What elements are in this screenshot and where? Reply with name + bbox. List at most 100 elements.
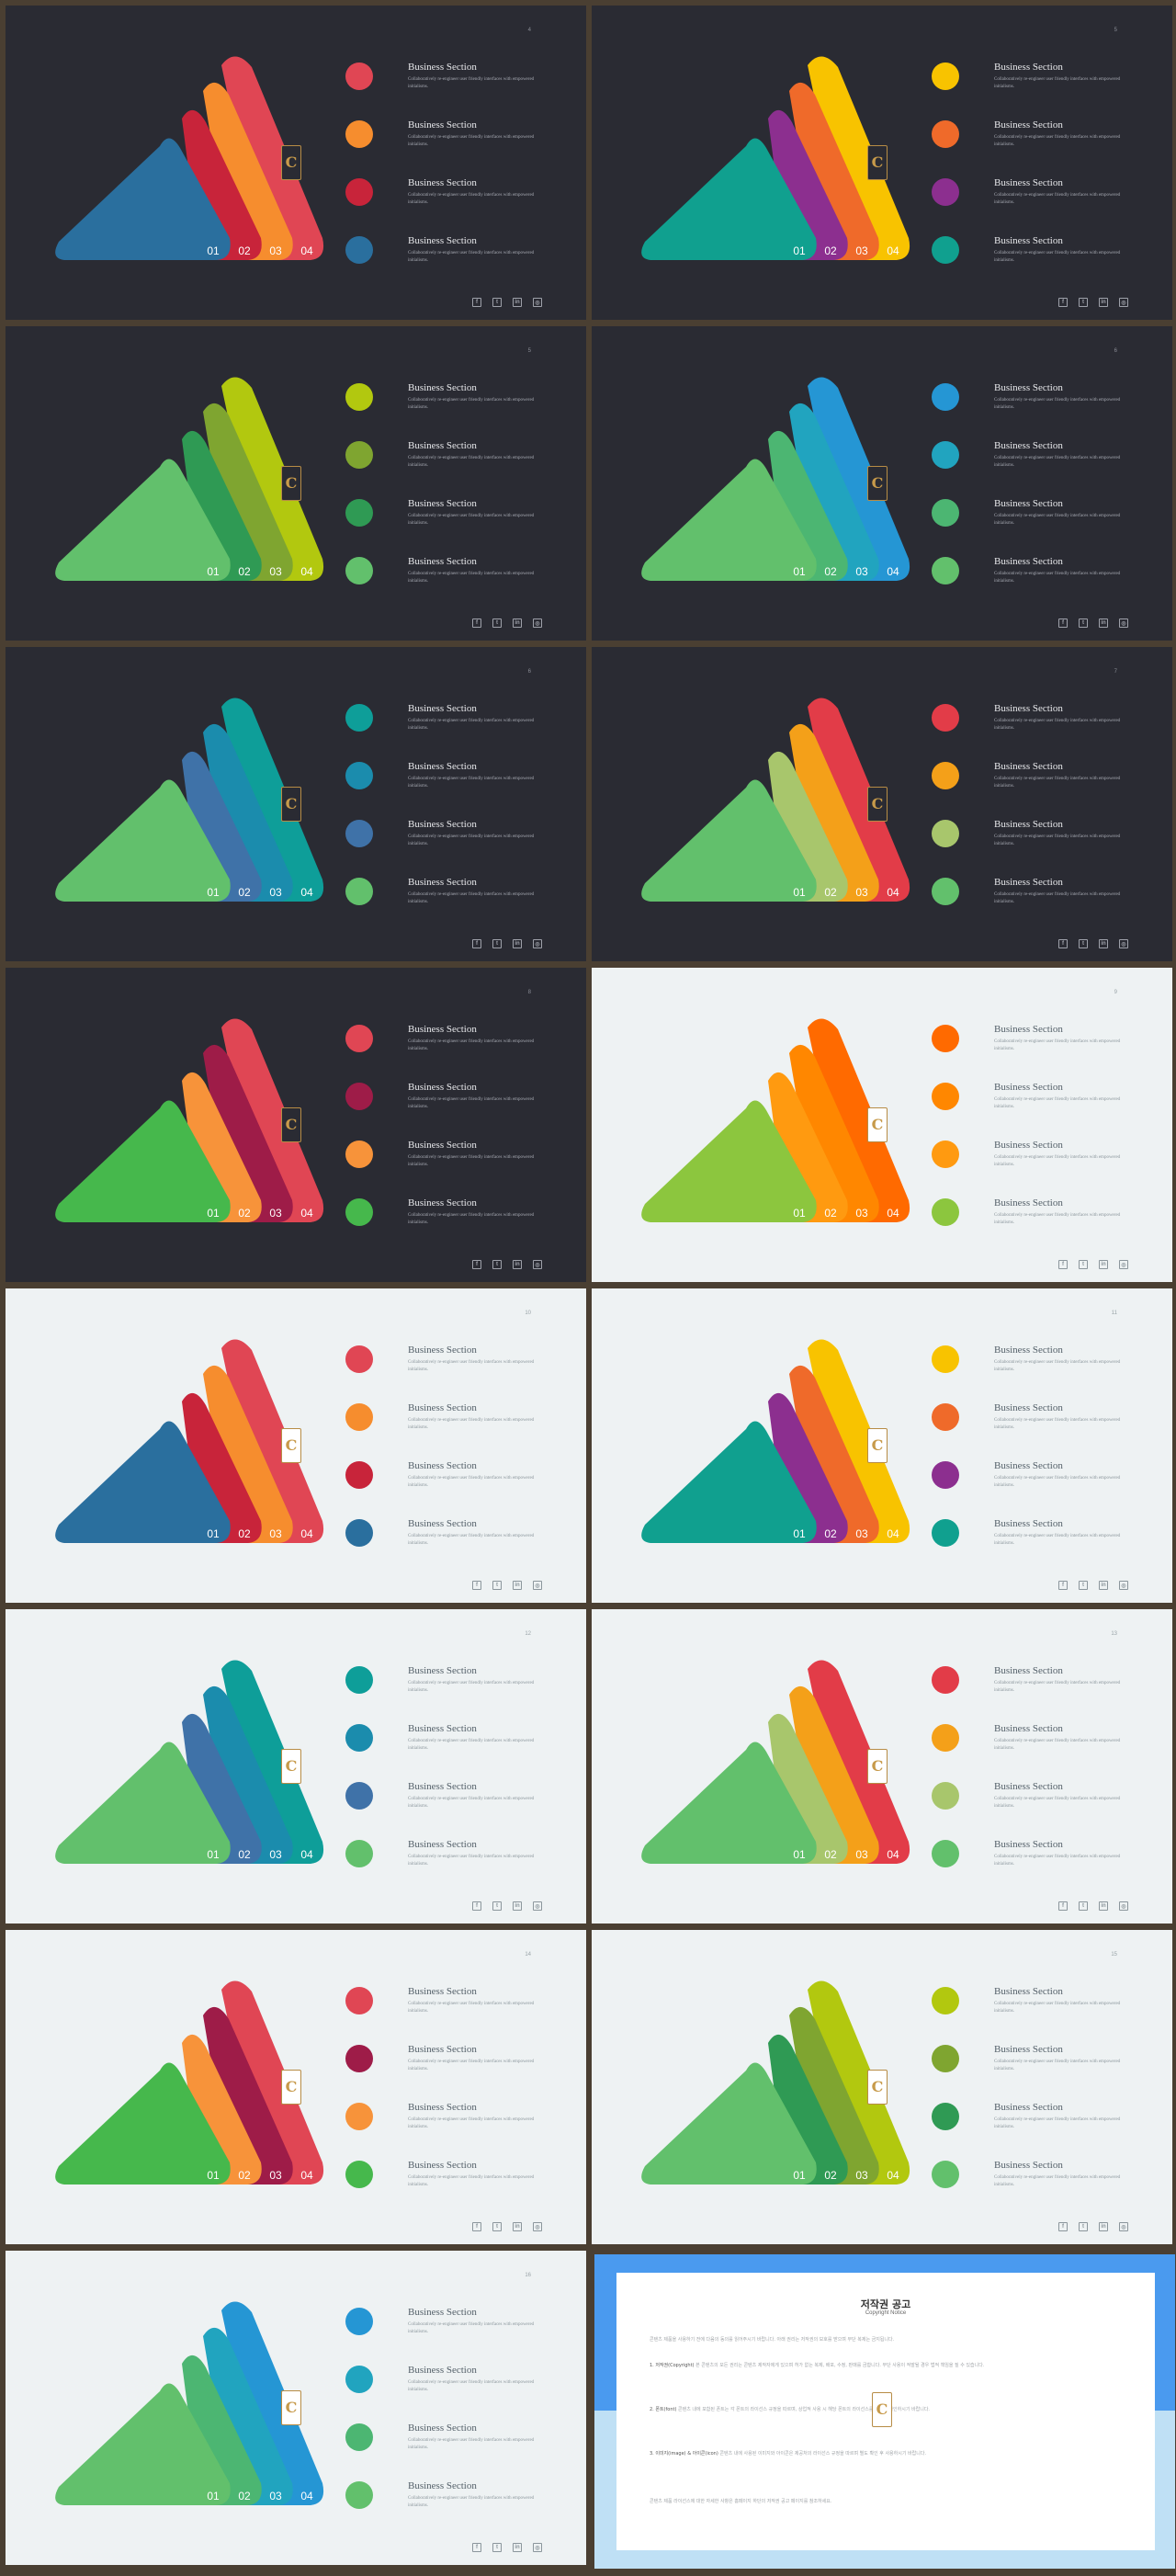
- triangle-label: 04: [887, 1848, 899, 1861]
- twitter-icon[interactable]: t: [492, 1901, 502, 1911]
- facebook-icon[interactable]: f: [1058, 618, 1068, 628]
- item-title: Business Section: [408, 1402, 477, 1413]
- logo-badge: C: [281, 787, 301, 822]
- business-section-item: Business Section Collaboratively re-engin…: [345, 177, 566, 224]
- color-circle-icon: [932, 1198, 959, 1226]
- facebook-icon[interactable]: f: [472, 1901, 481, 1911]
- business-section-item: Business Section Collaboratively re-engin…: [932, 1781, 1152, 1828]
- twitter-icon[interactable]: t: [1079, 1260, 1088, 1269]
- facebook-icon[interactable]: f: [472, 1581, 481, 1590]
- business-section-item: Business Section Collaboratively re-engin…: [932, 556, 1152, 603]
- facebook-icon[interactable]: f: [472, 618, 481, 628]
- item-title: Business Section: [408, 2160, 477, 2171]
- instagram-icon[interactable]: ◎: [533, 2222, 542, 2231]
- item-title: Business Section: [408, 1024, 477, 1035]
- triangle-label: 02: [238, 2169, 251, 2182]
- slide: 5 04 03 02 01 C Business Section Collaborativel…: [592, 6, 1172, 320]
- linkedin-icon[interactable]: in: [513, 2222, 522, 2231]
- twitter-icon[interactable]: t: [1079, 618, 1088, 628]
- item-description: Collaboratively re-engineer user friendl…: [994, 892, 1121, 904]
- facebook-icon[interactable]: f: [1058, 939, 1068, 948]
- instagram-icon[interactable]: ◎: [533, 1260, 542, 1269]
- layered-triangle-diagram: 04 03 02 01: [641, 698, 910, 902]
- instagram-icon[interactable]: ◎: [1119, 1901, 1128, 1911]
- business-section-item: Business Section Collaboratively re-engin…: [932, 1140, 1152, 1186]
- linkedin-icon[interactable]: in: [513, 939, 522, 948]
- business-section-item: Business Section Collaboratively re-engin…: [345, 1665, 566, 1712]
- instagram-icon[interactable]: ◎: [1119, 2222, 1128, 2231]
- linkedin-icon[interactable]: in: [1099, 298, 1108, 307]
- business-section-item: Business Section Collaboratively re-engin…: [932, 1082, 1152, 1129]
- facebook-icon[interactable]: f: [1058, 298, 1068, 307]
- instagram-icon[interactable]: ◎: [533, 1581, 542, 1590]
- twitter-icon[interactable]: t: [492, 2222, 502, 2231]
- color-circle-icon: [932, 820, 959, 847]
- linkedin-icon[interactable]: in: [1099, 1901, 1108, 1911]
- facebook-icon[interactable]: f: [1058, 2222, 1068, 2231]
- instagram-icon[interactable]: ◎: [533, 2543, 542, 2552]
- triangle-label: 02: [824, 886, 837, 899]
- slide: 4 04 03 02 01 C Business Section Collaborativel…: [6, 6, 586, 320]
- instagram-icon[interactable]: ◎: [1119, 298, 1128, 307]
- item-description: Collaboratively re-engineer user friendl…: [408, 2496, 535, 2508]
- facebook-icon[interactable]: f: [472, 1260, 481, 1269]
- instagram-icon[interactable]: ◎: [1119, 939, 1128, 948]
- business-section-item: Business Section Collaboratively re-engin…: [932, 1665, 1152, 1712]
- linkedin-icon[interactable]: in: [1099, 618, 1108, 628]
- instagram-icon[interactable]: ◎: [1119, 1260, 1128, 1269]
- business-section-item: Business Section Collaboratively re-engin…: [345, 761, 566, 808]
- twitter-icon[interactable]: t: [492, 1581, 502, 1590]
- triangle-label: 04: [887, 565, 899, 578]
- facebook-icon[interactable]: f: [1058, 1581, 1068, 1590]
- business-section-item: Business Section Collaboratively re-engin…: [345, 382, 566, 429]
- color-circle-icon: [345, 1987, 373, 2014]
- logo-badge: C: [281, 1107, 301, 1142]
- instagram-icon[interactable]: ◎: [533, 618, 542, 628]
- twitter-icon[interactable]: t: [1079, 939, 1088, 948]
- item-title: Business Section: [408, 1839, 477, 1850]
- item-description: Collaboratively re-engineer user friendl…: [994, 1855, 1121, 1867]
- triangle-layer-1: [55, 1100, 231, 1222]
- linkedin-icon[interactable]: in: [1099, 1581, 1108, 1590]
- facebook-icon[interactable]: f: [1058, 1260, 1068, 1269]
- twitter-icon[interactable]: t: [492, 618, 502, 628]
- item-description: Collaboratively re-engineer user friendl…: [408, 2002, 535, 2014]
- facebook-icon[interactable]: f: [1058, 1901, 1068, 1911]
- twitter-icon[interactable]: t: [1079, 298, 1088, 307]
- item-description: Collaboratively re-engineer user friendl…: [994, 777, 1121, 789]
- triangle-label: 03: [269, 2490, 282, 2502]
- logo-letter: C: [871, 1436, 884, 1454]
- slide: 14 04 03 02 01 C Business Section Collaborative…: [6, 1930, 586, 2244]
- facebook-icon[interactable]: f: [472, 2543, 481, 2552]
- linkedin-icon[interactable]: in: [513, 298, 522, 307]
- color-circle-icon: [345, 1345, 373, 1373]
- instagram-icon[interactable]: ◎: [533, 939, 542, 948]
- linkedin-icon[interactable]: in: [513, 1260, 522, 1269]
- triangle-layer-4: [808, 1980, 910, 2184]
- facebook-icon[interactable]: f: [472, 939, 481, 948]
- linkedin-icon[interactable]: in: [513, 1901, 522, 1911]
- linkedin-icon[interactable]: in: [1099, 939, 1108, 948]
- facebook-icon[interactable]: f: [472, 2222, 481, 2231]
- item-description: Collaboratively re-engineer user friendl…: [408, 135, 535, 147]
- twitter-icon[interactable]: t: [492, 1260, 502, 1269]
- twitter-icon[interactable]: t: [1079, 2222, 1088, 2231]
- instagram-icon[interactable]: ◎: [1119, 618, 1128, 628]
- linkedin-icon[interactable]: in: [1099, 2222, 1108, 2231]
- linkedin-icon[interactable]: in: [513, 2543, 522, 2552]
- color-circle-icon: [932, 1025, 959, 1052]
- linkedin-icon[interactable]: in: [513, 1581, 522, 1590]
- twitter-icon[interactable]: t: [492, 2543, 502, 2552]
- twitter-icon[interactable]: t: [1079, 1581, 1088, 1590]
- instagram-icon[interactable]: ◎: [533, 1901, 542, 1911]
- instagram-icon[interactable]: ◎: [1119, 1581, 1128, 1590]
- instagram-icon[interactable]: ◎: [533, 298, 542, 307]
- linkedin-icon[interactable]: in: [513, 618, 522, 628]
- twitter-icon[interactable]: t: [1079, 1901, 1088, 1911]
- facebook-icon[interactable]: f: [472, 298, 481, 307]
- twitter-icon[interactable]: t: [492, 939, 502, 948]
- linkedin-icon[interactable]: in: [1099, 1260, 1108, 1269]
- color-circle-icon: [345, 1519, 373, 1547]
- item-title: Business Section: [408, 877, 477, 888]
- twitter-icon[interactable]: t: [492, 298, 502, 307]
